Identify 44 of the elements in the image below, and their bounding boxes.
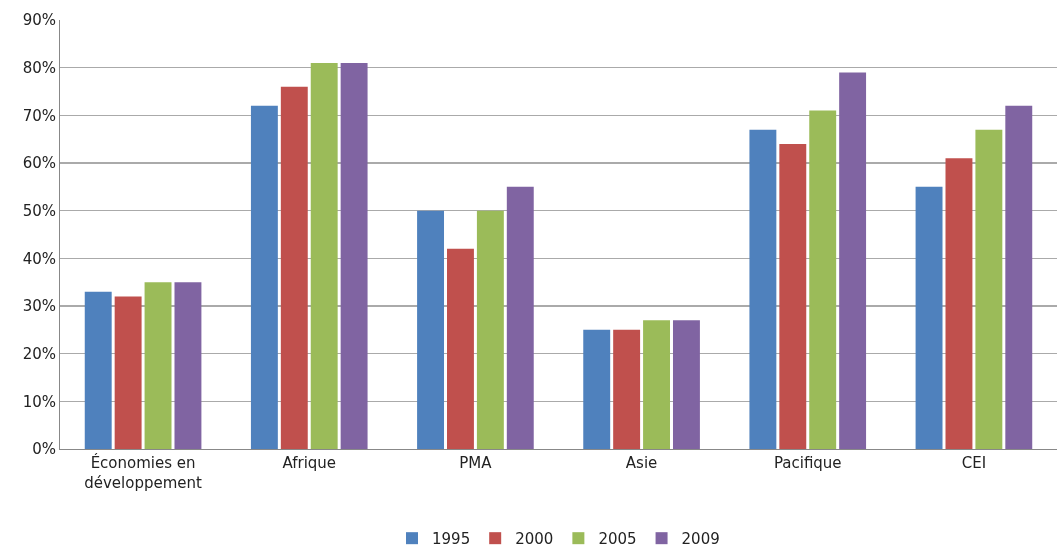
- bar: [310, 62, 338, 449]
- y-tick-label: 50%: [22, 201, 56, 220]
- bar: [84, 291, 112, 449]
- y-tick-label: 90%: [22, 11, 56, 30]
- bar: [340, 62, 368, 449]
- bar: [144, 282, 172, 449]
- bar: [945, 158, 973, 449]
- legend-label: 2000: [515, 530, 554, 549]
- bar: [583, 329, 611, 449]
- bar: [809, 110, 837, 449]
- bar: [915, 186, 943, 449]
- bar: [506, 186, 534, 449]
- bar: [643, 320, 670, 449]
- bar: [417, 210, 445, 449]
- x-tick-label: CEI: [961, 454, 987, 472]
- bar: [114, 296, 142, 449]
- bar: [280, 86, 308, 449]
- bar: [476, 210, 504, 449]
- bar: [779, 143, 807, 449]
- x-tick-label: Économies en développement: [84, 453, 203, 492]
- x-tick-label: Pacifique: [773, 454, 842, 472]
- legend-label: 2005: [598, 530, 637, 549]
- y-tick-label: 40%: [22, 249, 56, 268]
- x-tick-label: PMA: [459, 454, 493, 472]
- y-tick-label: 30%: [22, 297, 56, 316]
- legend-label: 2009: [681, 530, 720, 549]
- bar: [250, 105, 278, 449]
- bar: [613, 329, 641, 449]
- bar: [839, 72, 867, 449]
- bar: [447, 248, 474, 449]
- bar: [975, 129, 1003, 449]
- legend-label: 1995: [432, 530, 471, 549]
- x-tick-label: Afrique: [282, 454, 337, 472]
- bar: [1005, 105, 1033, 449]
- bar: [672, 320, 700, 449]
- y-tick-label: 0%: [32, 440, 56, 459]
- y-tick-label: 60%: [22, 154, 56, 173]
- y-tick-label: 10%: [22, 392, 56, 411]
- y-tick-label: 70%: [22, 106, 56, 125]
- y-tick-label: 20%: [22, 344, 56, 363]
- bar: [749, 129, 777, 449]
- bar: [174, 282, 202, 449]
- x-tick-label: Asie: [625, 454, 658, 472]
- y-tick-label: 80%: [22, 58, 56, 77]
